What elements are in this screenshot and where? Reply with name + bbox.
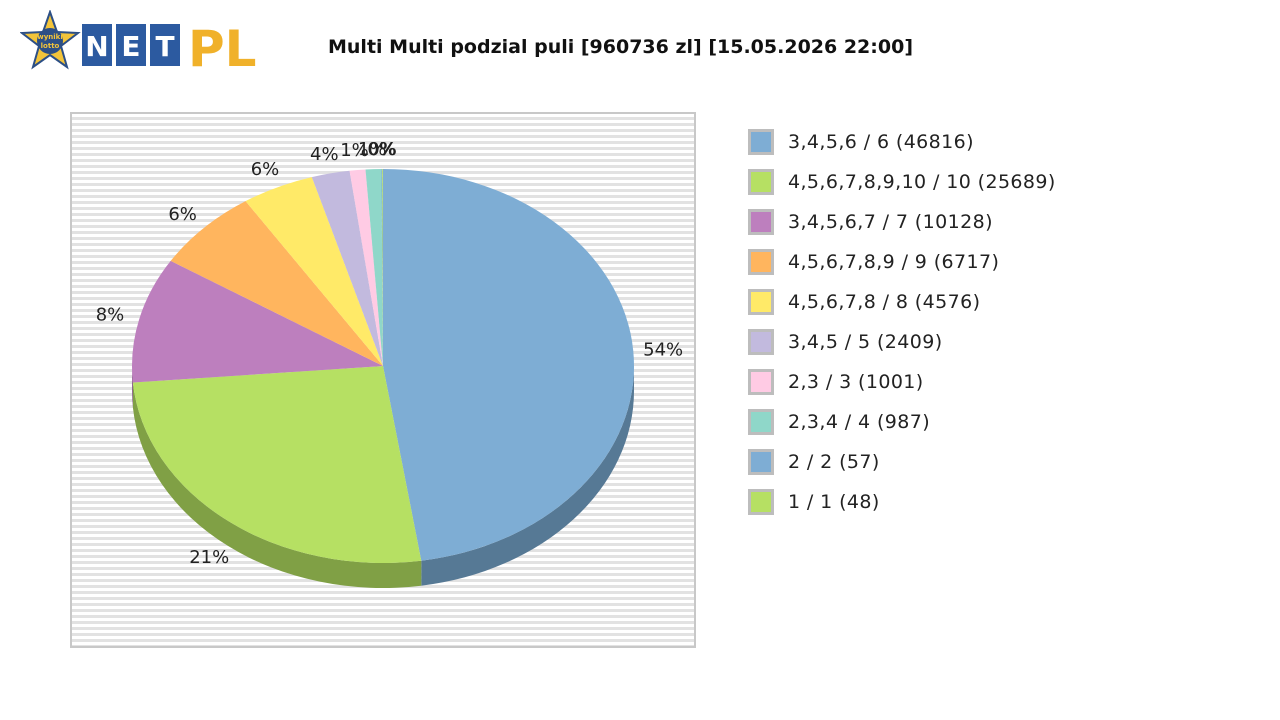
legend-swatch bbox=[748, 129, 774, 155]
legend: 3,4,5,6 / 6 (46816) 4,5,6,7,8,9,10 / 10 (… bbox=[748, 122, 1056, 522]
legend-item: 2,3 / 3 (1001) bbox=[748, 362, 1056, 402]
legend-label: 4,5,6,7,8 / 8 (4576) bbox=[788, 291, 981, 313]
legend-swatch bbox=[748, 489, 774, 515]
legend-item: 3,4,5,6,7 / 7 (10128) bbox=[748, 202, 1056, 242]
logo-badge-text-1: wyniki bbox=[37, 33, 62, 41]
legend-swatch bbox=[748, 209, 774, 235]
legend-item: 2 / 2 (57) bbox=[748, 442, 1056, 482]
logo-badge-text-2: lotto bbox=[41, 42, 60, 50]
netpl-logo[interactable]: wyniki lotto N E T PL bbox=[20, 10, 270, 72]
legend-swatch bbox=[748, 169, 774, 195]
legend-swatch bbox=[748, 369, 774, 395]
legend-label: 2 / 2 (57) bbox=[788, 451, 880, 473]
logo-letter-t: T bbox=[155, 30, 174, 63]
legend-label: 1 / 1 (48) bbox=[788, 491, 880, 513]
legend-label: 3,4,5,6 / 6 (46816) bbox=[788, 131, 974, 153]
legend-label: 2,3 / 3 (1001) bbox=[788, 371, 924, 393]
legend-item: 4,5,6,7,8,9,10 / 10 (25689) bbox=[748, 162, 1056, 202]
legend-swatch bbox=[748, 409, 774, 435]
legend-swatch bbox=[748, 329, 774, 355]
legend-label: 2,3,4 / 4 (987) bbox=[788, 411, 931, 433]
plot-area bbox=[70, 112, 696, 648]
legend-label: 3,4,5 / 5 (2409) bbox=[788, 331, 943, 353]
legend-swatch bbox=[748, 249, 774, 275]
legend-item: 4,5,6,7,8,9 / 9 (6717) bbox=[748, 242, 1056, 282]
legend-swatch bbox=[748, 449, 774, 475]
logo-letter-n: N bbox=[85, 30, 108, 63]
logo-suffix: PL bbox=[188, 20, 257, 72]
legend-item: 3,4,5 / 5 (2409) bbox=[748, 322, 1056, 362]
legend-label: 4,5,6,7,8,9,10 / 10 (25689) bbox=[788, 171, 1056, 193]
legend-label: 4,5,6,7,8,9 / 9 (6717) bbox=[788, 251, 1000, 273]
legend-item: 2,3,4 / 4 (987) bbox=[748, 402, 1056, 442]
chart-title: Multi Multi podzial puli [960736 zl] [15… bbox=[328, 36, 914, 58]
legend-item: 3,4,5,6 / 6 (46816) bbox=[748, 122, 1056, 162]
legend-label: 3,4,5,6,7 / 7 (10128) bbox=[788, 211, 993, 233]
legend-item: 1 / 1 (48) bbox=[748, 482, 1056, 522]
legend-item: 4,5,6,7,8 / 8 (4576) bbox=[748, 282, 1056, 322]
logo-letter-e: E bbox=[121, 30, 140, 63]
legend-swatch bbox=[748, 289, 774, 315]
